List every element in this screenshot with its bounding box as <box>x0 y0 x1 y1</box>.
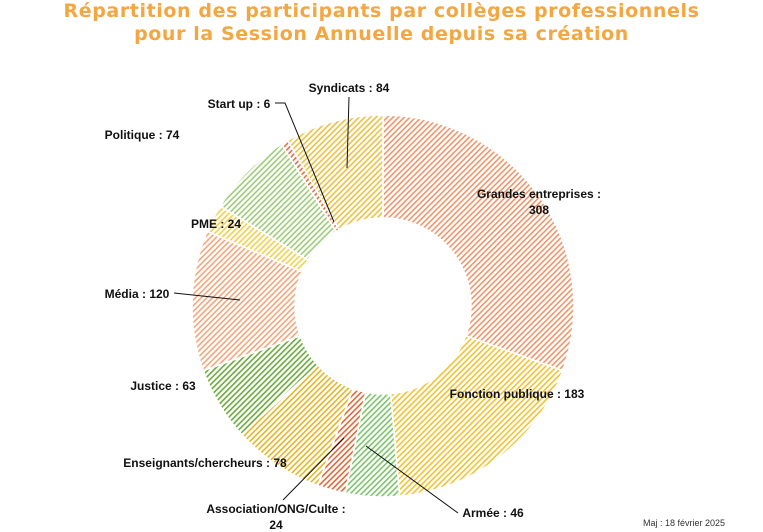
label-start-up: Start up : 6 <box>208 97 271 111</box>
label-media: Média : 120 <box>105 287 170 301</box>
leader-line-start-up <box>275 102 335 223</box>
leader-line-association-ong-culte <box>282 437 345 501</box>
leader-line-media <box>173 292 241 301</box>
label-pme: PME : 24 <box>191 217 241 231</box>
label-fonction-publique: Fonction publique : 183 <box>450 387 585 401</box>
slice-grandes-entreprises <box>382 114 575 372</box>
label-category: Association/ONG/Culte : <box>206 502 345 516</box>
label-armee: Armée : 46 <box>462 506 524 520</box>
label-association-ong-culte: Association/ONG/Culte : 24 <box>206 502 345 532</box>
leader-line-syndicats <box>346 96 350 169</box>
chart-title: Répartition des participants par collège… <box>63 0 700 45</box>
label-value: 24 <box>269 518 283 532</box>
label-category: Grandes entreprises : <box>477 187 601 201</box>
slice-fonction-publique <box>389 334 564 498</box>
slice-syndicats <box>286 114 384 231</box>
label-syndicats: Syndicats : 84 <box>309 81 390 95</box>
leader-lines-group <box>173 96 459 514</box>
update-note: Maj : 18 février 2025 <box>642 518 725 528</box>
slices-group <box>191 114 575 498</box>
label-enseignants-chercheurs: Enseignants/chercheurs : 78 <box>123 456 287 470</box>
label-justice: Justice : 63 <box>130 379 196 393</box>
label-grandes-entreprises: Grandes entreprises : 308 <box>477 187 601 217</box>
leader-line-armee <box>365 445 459 514</box>
label-politique: Politique : 74 <box>105 128 180 142</box>
label-value: 308 <box>529 203 549 217</box>
labels-group: Grandes entreprises : 308 Fonction publiqu… <box>105 81 601 532</box>
